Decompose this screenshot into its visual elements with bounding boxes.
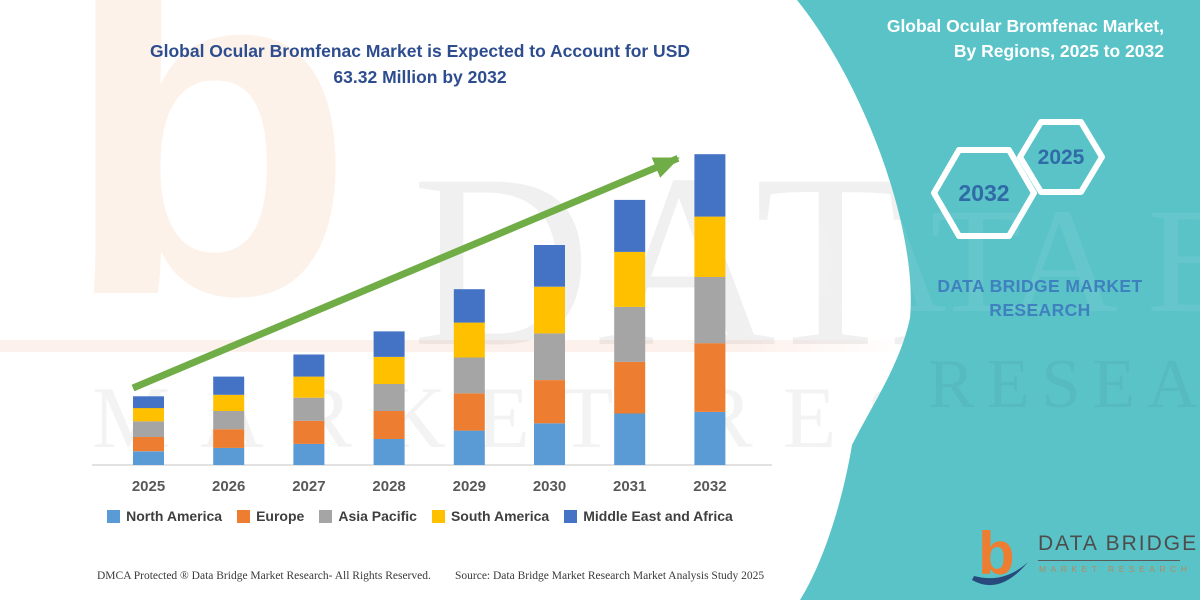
legend-swatch-icon [107,509,121,523]
bar-segment-2030-north-america [534,423,565,465]
bar-segment-2029-asia-pacific [453,357,485,394]
bar-segment-2031-middle-east-and-africa [614,199,646,252]
bar-segment-2028-middle-east-and-africa [373,331,405,357]
plot-area: 2025 2026 2027 2028 2029 2030 2031 2032 [88,140,778,510]
bar-segment-2031-europe [614,361,646,414]
chart-title-line1: Global Ocular Bromfenac Market is Expect… [149,41,691,61]
bar-segment-2030-south-america [534,286,565,334]
bar-segment-2032-middle-east-and-africa [694,154,726,217]
bar-segment-2026-middle-east-and-africa [213,376,245,395]
hexagon-year-2032: 2032 [958,180,1010,206]
legend-item-south-america: South America [431,508,550,524]
legend-label: Asia Pacific [338,508,417,524]
logo-wordmark: DATA BRIDGE [1038,532,1196,561]
bar-segment-2028-europe [373,411,405,439]
chart-legend: North America Europe Asia Pacific South Ame… [60,508,780,524]
growth-trend-arrow [131,155,680,392]
bar-segment-2030-middle-east-and-africa [534,245,565,287]
bar-segment-2027-south-america [293,376,325,398]
legend-swatch-icon [237,509,251,523]
bar-segment-2026-asia-pacific [213,411,245,430]
legend-swatch-icon [319,509,333,523]
x-axis-label-2025: 2025 [132,478,165,495]
x-axis-label-2030: 2030 [533,478,566,495]
legend-item-europe: Europe [237,508,304,524]
bar-segment-2032-north-america [694,412,726,465]
chart-title-line2: 63.32 Million by 2032 [333,67,507,87]
bar-segment-2032-asia-pacific [694,276,726,344]
legend-swatch-icon [564,509,578,523]
bar-segment-2025-south-america [133,408,164,422]
bar-segment-2027-asia-pacific [293,397,325,421]
bar-segment-2027-europe [293,420,325,444]
x-axis-label-2026: 2026 [212,478,245,495]
panel-title: Global Ocular Bromfenac Market, By Regio… [834,14,1164,64]
hexagon-year-2025: 2025 [1037,146,1085,169]
panel-brand-text: DATA BRIDGE MARKET RESEARCH [890,274,1190,322]
panel-title-line2: By Regions, 2025 to 2032 [953,41,1164,61]
source-text: Source: Data Bridge Market Research Mark… [455,570,765,582]
legend-label: Europe [256,508,305,524]
logo-b-icon: b [972,522,1028,587]
bar-segment-2026-north-america [213,447,245,465]
bar-segment-2025-north-america [133,451,164,465]
legend-label: North America [126,508,223,524]
stacked-bar-chart: 2025 2026 2027 2028 2029 2030 2031 2032 [92,154,772,495]
x-axis-label-2027: 2027 [292,478,325,495]
hexagon-2025 [1017,119,1105,195]
x-axis-label-2028: 2028 [372,478,405,495]
bar-segment-2032-europe [694,343,726,412]
x-axis-label-2029: 2029 [453,478,486,495]
bar-segment-2026-south-america [213,394,245,411]
bar-segment-2028-asia-pacific [373,384,405,411]
panel-title-line1: Global Ocular Bromfenac Market, [886,16,1164,36]
bar-segment-2031-asia-pacific [614,306,646,362]
bar-segment-2029-middle-east-and-africa [453,289,485,323]
legend-label: Middle East and Africa [583,508,733,524]
bar-segment-2028-south-america [373,357,405,384]
bar-segment-2025-europe [133,437,164,452]
panel-watermark-top: DATA BRIDGE [730,178,1200,344]
bar-segment-2029-north-america [453,430,485,465]
legend-label: South America [450,508,550,524]
bar-segment-2032-south-america [694,216,726,277]
bar-segment-2031-north-america [614,413,646,465]
x-axis-label-2031: 2031 [613,478,646,495]
copyright-text: DMCA Protected ® Data Bridge Market Rese… [97,570,431,582]
bar-segment-2028-north-america [373,439,405,465]
bar-segment-2029-europe [453,393,485,431]
bar-segment-2030-asia-pacific [534,333,565,380]
bar-segment-2031-south-america [614,251,646,307]
panel-brand-line1: DATA BRIDGE MARKET [937,276,1143,296]
legend-item-middle-east-and-africa: Middle East and Africa [564,508,733,524]
bar-segment-2026-europe [213,429,245,448]
panel-brand-line2: RESEARCH [989,300,1091,320]
legend-item-north-america: North America [107,508,222,524]
data-bridge-logo: b DATA BRIDGE MARKET RESEARCH [972,522,1196,594]
bar-segment-2025-asia-pacific [133,421,164,437]
hexagons-graphic [931,119,1105,239]
brand-panel: DATA BRIDGE RESEARCH Global Ocular Bromf… [730,0,1200,600]
logo-subtitle: MARKET RESEARCH [1039,564,1192,574]
bar-segment-2025-middle-east-and-africa [133,396,164,409]
bar-segment-2029-south-america [453,322,485,358]
bar-segment-2027-north-america [293,443,325,465]
panel-watermark-bottom: RESEARCH [928,345,1200,425]
x-axis-label-2032: 2032 [693,478,726,495]
watermark-logo-b: b [62,0,356,395]
logo-swoosh [972,562,1028,586]
hexagon-2032 [931,147,1037,239]
bar-segment-2027-middle-east-and-africa [293,354,325,377]
chart-title: Global Ocular Bromfenac Market is Expect… [100,38,740,90]
bars-group [133,154,726,465]
bar-segment-2030-europe [534,380,565,424]
chart-region: Global Ocular Bromfenac Market is Expect… [60,38,780,582]
legend-item-asia-pacific: Asia Pacific [319,508,417,524]
legend-swatch-icon [431,509,445,523]
x-axis-labels: 2025 2026 2027 2028 2029 2030 2031 2032 [132,478,727,495]
